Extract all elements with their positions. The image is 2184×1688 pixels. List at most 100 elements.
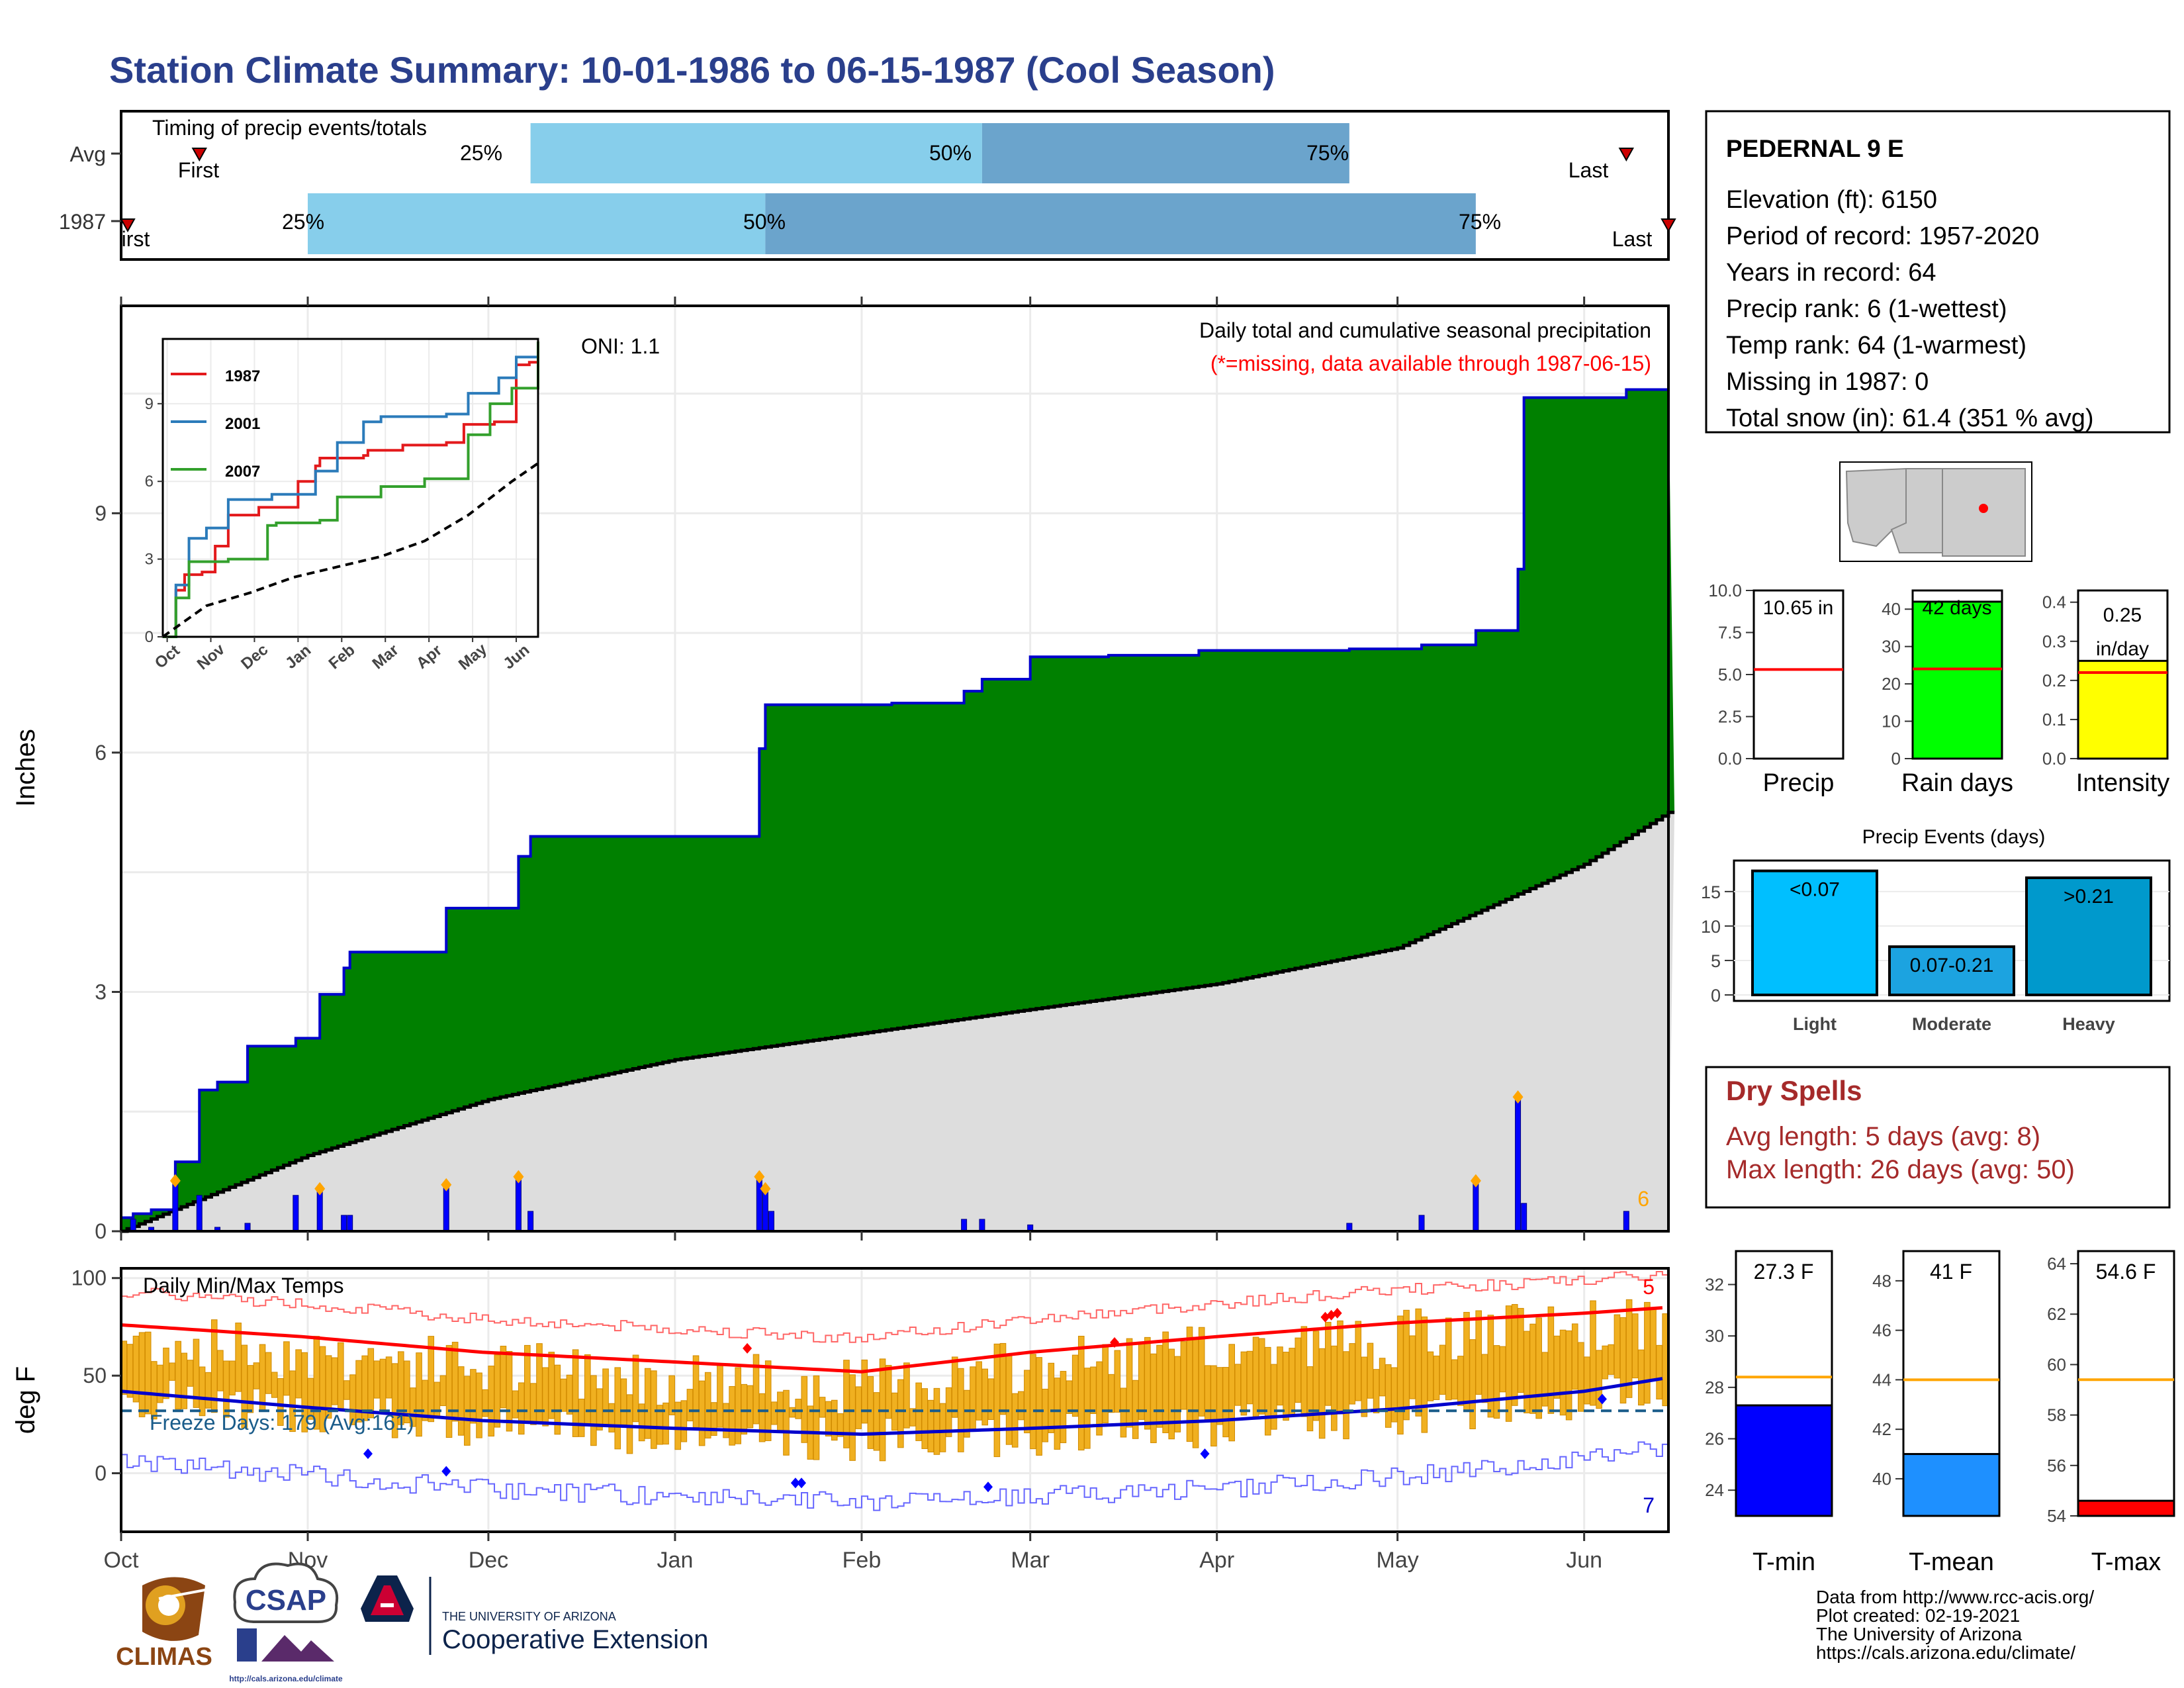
mini-bar-2-tick-label: 0.1 xyxy=(2042,710,2066,729)
timing-panel: Timing of precip events/totals Avg 1987 … xyxy=(59,110,1676,261)
daily-temp-bar xyxy=(861,1359,868,1424)
station-name: PEDERNAL 9 E xyxy=(1726,135,1904,162)
daily-temp-bar xyxy=(349,1374,356,1425)
daily-temp-bar xyxy=(1258,1338,1265,1415)
mini-bar-2-tick-label: 0.2 xyxy=(2042,671,2066,690)
daily-temp-bar xyxy=(1584,1356,1590,1405)
avg-p75-label: 75% xyxy=(1306,141,1349,165)
daily-temp-bar xyxy=(410,1387,416,1427)
daily-temp-bar xyxy=(1578,1342,1584,1412)
temp-bar-2-tick-label: 58 xyxy=(2047,1405,2066,1425)
record-low-marker xyxy=(1597,1393,1607,1405)
daily-temp-bar xyxy=(752,1354,760,1425)
y1987-p75-label: 75% xyxy=(1459,210,1501,234)
mini-bar-2-tick-label: 0.4 xyxy=(2042,592,2066,612)
daily-temp-bar xyxy=(470,1369,477,1424)
daily-temp-bar xyxy=(385,1356,392,1399)
daily-temp-bar xyxy=(1367,1342,1374,1399)
daily-temp-bar xyxy=(1331,1345,1338,1431)
daily-temp-bar xyxy=(1295,1337,1302,1403)
temp-bar-1-tick-label: 42 xyxy=(1872,1419,1891,1439)
temp-ytick-label: 100 xyxy=(71,1266,107,1290)
precip-ytick-label: 9 xyxy=(95,501,107,525)
daily-temp-bar xyxy=(373,1360,381,1399)
daily-temp-bar xyxy=(1126,1338,1133,1428)
climatology-area xyxy=(121,812,1675,1231)
temp-bar-value-text: 27.3 F xyxy=(1754,1260,1814,1284)
daily-temp-bar xyxy=(976,1361,982,1421)
daily-temp-bar xyxy=(1108,1374,1115,1413)
daily-temp-bar xyxy=(1234,1364,1242,1406)
station-location-dot xyxy=(1979,504,1988,513)
temp-xtick-label: Jan xyxy=(657,1548,694,1573)
daily-precip-bar xyxy=(293,1195,299,1232)
daily-temp-bar xyxy=(1511,1304,1518,1406)
daily-temp-bar xyxy=(1120,1387,1127,1438)
temp-bar-2-tick-label: 54 xyxy=(2047,1506,2066,1526)
daily-temp-bar xyxy=(674,1401,682,1450)
daily-temp-bar xyxy=(1445,1317,1452,1401)
daily-precip-bar xyxy=(316,1191,323,1232)
temp-bar-1-label: T-mean xyxy=(1909,1548,1994,1576)
daily-temp-bar xyxy=(1385,1364,1392,1428)
daily-temp-bar xyxy=(1608,1344,1615,1375)
avg-p50-label: 50% xyxy=(929,141,972,165)
daily-temp-bar xyxy=(608,1403,615,1432)
oni-label: ONI: 1.1 xyxy=(581,334,660,358)
daily-temp-bar xyxy=(205,1372,212,1409)
daily-precip-bar xyxy=(172,1183,179,1232)
daily-temp-bar xyxy=(1638,1349,1645,1406)
daily-temp-bar xyxy=(1650,1308,1657,1380)
temp-xtick-label: Feb xyxy=(842,1548,882,1573)
daily-temp-bar xyxy=(476,1372,482,1438)
daily-temp-bar xyxy=(1457,1356,1464,1406)
daily-temp-bar xyxy=(138,1332,146,1417)
daily-temp-bar xyxy=(578,1398,585,1437)
mini-bar-1-tick-label: 30 xyxy=(1882,637,1901,657)
daily-temp-bar xyxy=(1156,1344,1163,1428)
daily-temp-bar xyxy=(126,1344,134,1398)
csap-url-text: http://cals.arizona.edu/climate xyxy=(229,1674,343,1683)
daily-temp-bar xyxy=(1481,1354,1488,1403)
daily-temp-bar xyxy=(981,1368,989,1426)
station-info-line: Years in record: 64 xyxy=(1726,259,1936,287)
daily-precip-bar xyxy=(347,1215,353,1232)
daily-precip-bar xyxy=(1473,1183,1479,1232)
daily-temp-bar xyxy=(1138,1342,1145,1420)
daily-temp-bar xyxy=(210,1319,218,1413)
daily-precip-bar xyxy=(1623,1211,1629,1232)
daily-temp-bar xyxy=(518,1382,525,1435)
temp-bar-1-tick-label: 48 xyxy=(1872,1271,1891,1291)
daily-temp-bar xyxy=(1011,1393,1019,1448)
inset-ytick-label: 9 xyxy=(145,395,154,413)
daily-temp-bar xyxy=(1397,1315,1404,1434)
mini-bar-value-text: in/day xyxy=(2096,638,2149,660)
temp-summary-bars: 24 26 28 30 32 T-min 27.3 F 40 42 44 46 48 T-mean 41 … xyxy=(1705,1250,2175,1576)
temp-bar-2-frame xyxy=(2077,1250,2175,1517)
station-info-line: Temp rank: 64 (1-warmest) xyxy=(1726,332,2026,359)
temp-bar-1-value-bar xyxy=(1902,1453,2001,1517)
daily-temp-bar xyxy=(1271,1364,1277,1430)
daily-temp-bar xyxy=(1415,1308,1422,1417)
snow-event-marker xyxy=(754,1170,765,1184)
last-event-marker xyxy=(1618,148,1635,162)
ua-small-text: THE UNIVERSITY OF ARIZONA xyxy=(442,1610,616,1623)
daily-temp-bar xyxy=(993,1343,1001,1458)
record-high-marker xyxy=(743,1342,752,1354)
y1987-p50-label: 50% xyxy=(743,210,786,234)
daily-temp-bar xyxy=(259,1344,266,1412)
daily-temp-bar xyxy=(361,1355,368,1421)
daily-temp-bar xyxy=(1168,1348,1175,1440)
event-category-label: Moderate xyxy=(1912,1014,1991,1034)
daily-temp-bar xyxy=(150,1361,158,1420)
mini-bar-1-tick-label: 10 xyxy=(1882,712,1901,731)
daily-temp-bar xyxy=(265,1352,272,1394)
mini-bar-2-tick-label: 0.0 xyxy=(2042,749,2066,769)
mini-bar-1-tick-label: 0 xyxy=(1891,749,1901,769)
first-event-marker xyxy=(120,218,136,233)
precip-ytick-label: 6 xyxy=(95,741,107,765)
daily-temp-bar xyxy=(1596,1350,1602,1409)
snow-event-marker xyxy=(1470,1174,1481,1188)
inset-series-line xyxy=(163,361,538,638)
